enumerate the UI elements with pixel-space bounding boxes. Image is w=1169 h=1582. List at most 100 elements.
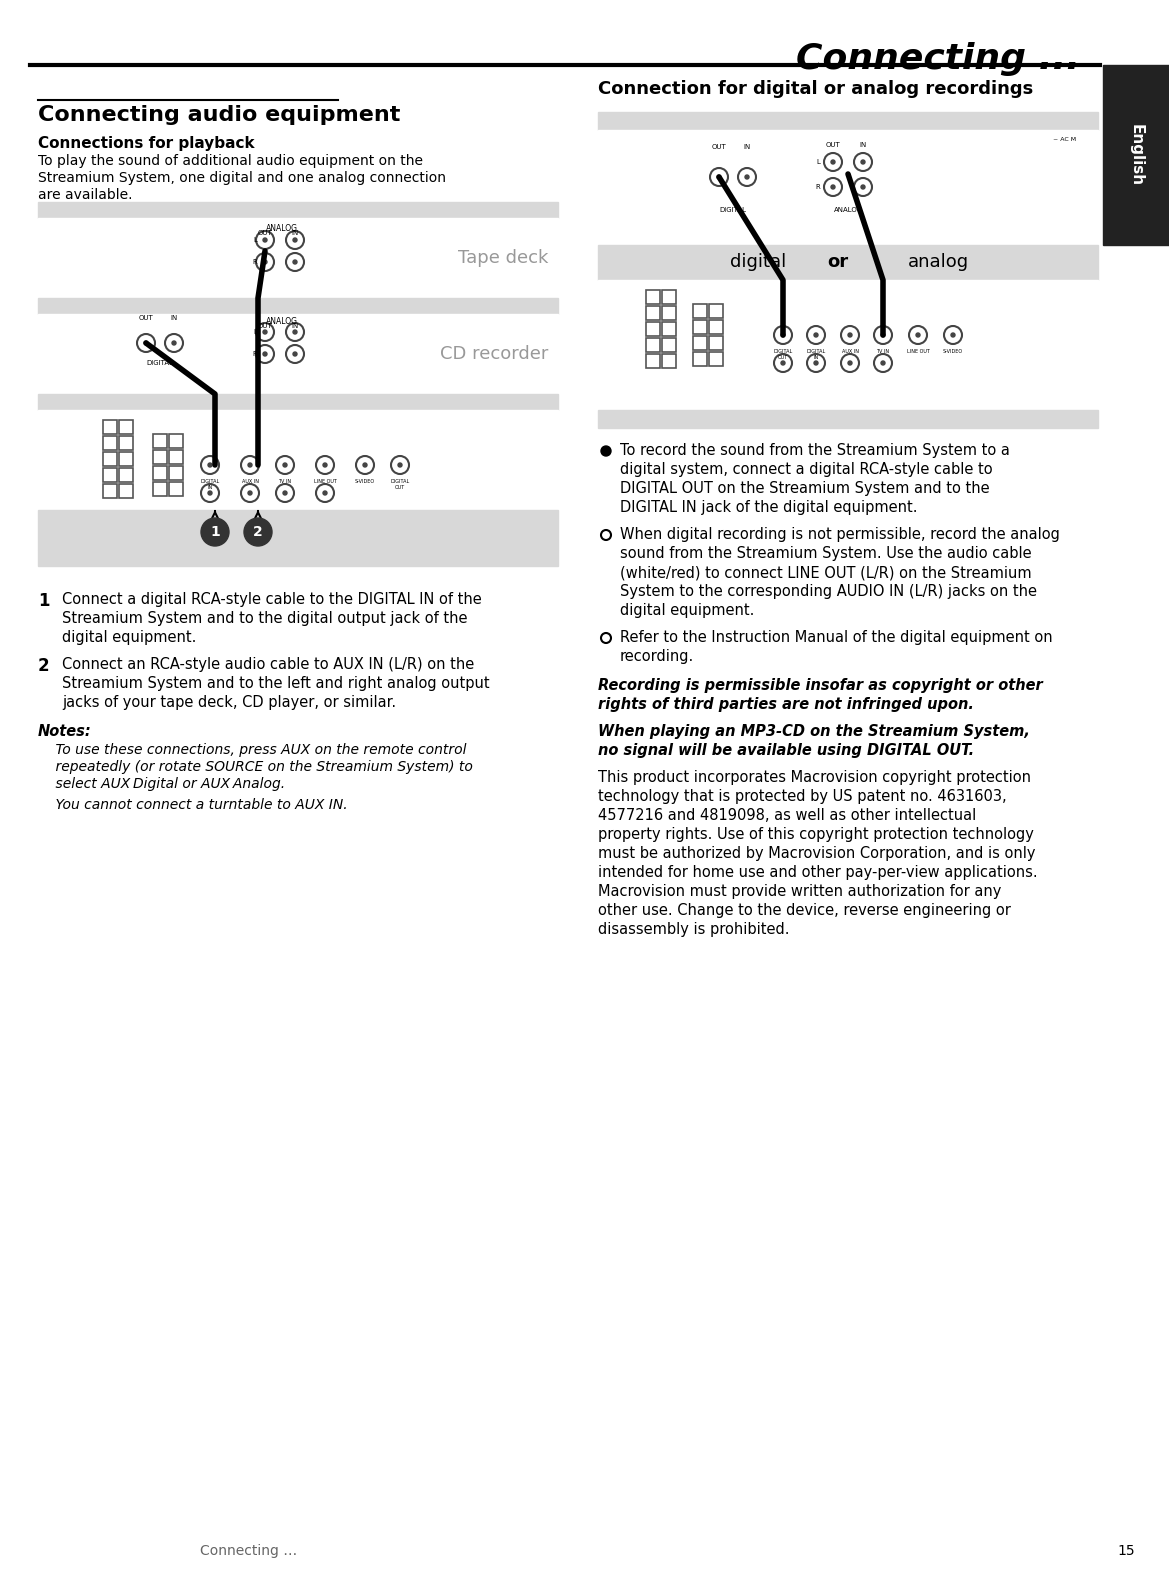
Text: IN: IN (743, 144, 750, 150)
Text: Connection for digital or analog recordings: Connection for digital or analog recordi… (599, 81, 1033, 98)
Text: other use. Change to the device, reverse engineering or: other use. Change to the device, reverse… (599, 903, 1011, 918)
Text: DIGITAL IN jack of the digital equipment.: DIGITAL IN jack of the digital equipment… (620, 500, 918, 516)
Circle shape (263, 353, 267, 356)
Circle shape (881, 361, 885, 365)
Text: Streamium System and to the left and right analog output: Streamium System and to the left and rig… (62, 676, 490, 691)
Text: To record the sound from the Streamium System to a: To record the sound from the Streamium S… (620, 443, 1010, 459)
Text: R: R (253, 351, 257, 358)
Bar (599, 112, 1098, 130)
Bar (693, 304, 707, 318)
Bar (153, 467, 167, 479)
Bar (170, 483, 184, 497)
Circle shape (293, 331, 297, 334)
Text: DIGITAL OUT on the Streamium System and to the: DIGITAL OUT on the Streamium System and … (620, 481, 990, 497)
Bar (39, 551, 558, 566)
Text: ANALOG: ANALOG (833, 207, 863, 214)
Circle shape (293, 353, 297, 356)
Text: Streamium System, one digital and one analog connection: Streamium System, one digital and one an… (39, 171, 447, 185)
Circle shape (244, 517, 272, 546)
Text: S-VIDEO: S-VIDEO (943, 350, 963, 354)
Bar (119, 419, 133, 433)
Bar (599, 410, 1098, 429)
Circle shape (248, 490, 253, 495)
Circle shape (144, 342, 148, 345)
Text: L: L (816, 160, 819, 165)
Text: 1: 1 (39, 592, 49, 611)
Bar (710, 335, 722, 350)
Text: Recording is permissible insofar as copyright or other: Recording is permissible insofar as copy… (599, 679, 1043, 693)
Circle shape (952, 332, 955, 337)
Text: Connect an RCA-style audio cable to AUX IN (L/R) on the: Connect an RCA-style audio cable to AUX … (62, 657, 475, 672)
Text: R: R (815, 184, 819, 190)
Bar (599, 280, 1098, 410)
Text: R: R (253, 259, 257, 266)
Text: DIGITAL: DIGITAL (146, 361, 173, 365)
Bar (103, 419, 117, 433)
Text: OUT: OUT (257, 323, 272, 329)
Bar (39, 218, 558, 297)
Circle shape (781, 361, 786, 365)
Circle shape (848, 361, 852, 365)
Circle shape (283, 464, 288, 467)
Text: To use these connections, press AUX on the remote control: To use these connections, press AUX on t… (39, 744, 466, 758)
Text: 2: 2 (39, 657, 49, 676)
Text: OUT: OUT (712, 144, 726, 150)
Text: 2: 2 (254, 525, 263, 539)
Text: LINE OUT: LINE OUT (313, 479, 337, 484)
Text: S-VIDEO: S-VIDEO (355, 479, 375, 484)
Text: When playing an MP3-CD on the Streamium System,: When playing an MP3-CD on the Streamium … (599, 725, 1030, 739)
Text: You cannot connect a turntable to AUX IN.: You cannot connect a turntable to AUX IN… (39, 797, 347, 812)
Bar (39, 509, 558, 551)
Text: digital equipment.: digital equipment. (62, 630, 196, 645)
Text: digital equipment.: digital equipment. (620, 603, 754, 619)
Circle shape (814, 361, 818, 365)
Bar (646, 339, 660, 353)
Circle shape (881, 332, 885, 337)
Bar (646, 305, 660, 320)
Circle shape (208, 490, 212, 495)
Circle shape (283, 490, 288, 495)
Text: repeatedly (or rotate SOURCE on the Streamium System) to: repeatedly (or rotate SOURCE on the Stre… (39, 759, 473, 774)
Circle shape (781, 332, 786, 337)
Text: rights of third parties are not infringed upon.: rights of third parties are not infringe… (599, 698, 974, 712)
Text: AUX IN: AUX IN (242, 479, 258, 484)
Bar (170, 433, 184, 448)
Text: ANALOG: ANALOG (267, 316, 298, 326)
Text: technology that is protected by US patent no. 4631603,: technology that is protected by US paten… (599, 789, 1007, 804)
Bar (103, 437, 117, 449)
Text: CD recorder: CD recorder (440, 345, 548, 362)
Text: DIGITAL
IN: DIGITAL IN (200, 479, 220, 490)
Circle shape (831, 160, 835, 165)
Text: no signal will be available using DIGITAL OUT.: no signal will be available using DIGITA… (599, 744, 974, 758)
Text: digital system, connect a digital RCA-style cable to: digital system, connect a digital RCA-st… (620, 462, 992, 478)
Text: Streamium System and to the digital output jack of the: Streamium System and to the digital outp… (62, 611, 468, 626)
Text: Connecting …: Connecting … (200, 1544, 297, 1558)
Bar (103, 484, 117, 498)
Bar (39, 313, 558, 394)
Circle shape (364, 464, 367, 467)
Bar (119, 452, 133, 467)
Circle shape (293, 237, 297, 242)
Bar (646, 323, 660, 335)
Text: analog: analog (907, 253, 969, 271)
Bar (39, 394, 558, 410)
Circle shape (172, 342, 177, 345)
Bar (710, 353, 722, 365)
Text: digital: digital (729, 253, 786, 271)
Text: Tape deck: Tape deck (457, 248, 548, 267)
Text: IN: IN (859, 142, 866, 149)
Circle shape (263, 331, 267, 334)
Circle shape (862, 160, 865, 165)
Bar (39, 297, 558, 313)
Bar (693, 320, 707, 334)
Text: IN: IN (291, 229, 298, 236)
Text: 15: 15 (1118, 1544, 1135, 1558)
Bar (170, 467, 184, 479)
Bar (170, 449, 184, 464)
Text: 1: 1 (210, 525, 220, 539)
Bar (646, 290, 660, 304)
Circle shape (831, 185, 835, 188)
Text: This product incorporates Macrovision copyright protection: This product incorporates Macrovision co… (599, 770, 1031, 785)
Text: Connect a digital RCA-style cable to the DIGITAL IN of the: Connect a digital RCA-style cable to the… (62, 592, 482, 607)
Text: DIGITAL: DIGITAL (719, 207, 747, 214)
